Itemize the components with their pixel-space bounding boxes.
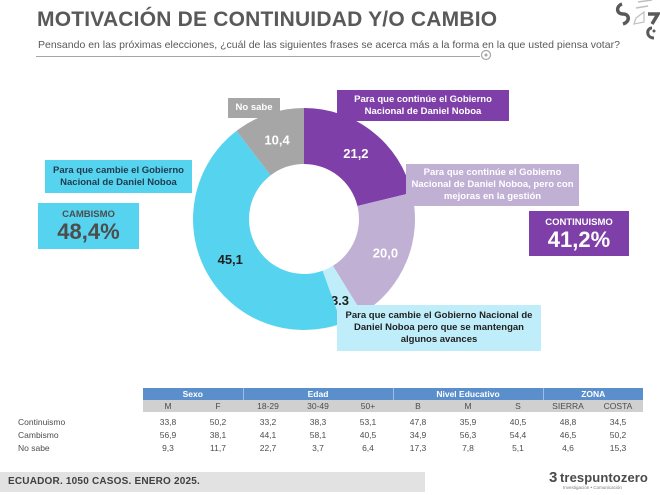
table-cell: 35,9 (459, 416, 477, 427)
table-column-header: B (393, 400, 443, 412)
continuismo-summary: CONTINUISMO 41,2% (529, 211, 629, 256)
table-column-header: M (143, 400, 193, 412)
table-cell: 54,4 (509, 429, 527, 440)
slice-value-label: 21,2 (343, 146, 368, 161)
crosstab-table: Sexo Edad Nivel Educativo ZONA M F 18-29 30-49 5… (0, 388, 643, 454)
tres-puntos-zero-emblem-icon (615, 0, 660, 40)
table-column-header: COSTA (593, 400, 643, 412)
question-subtitle: Pensando en las próximas elecciones, ¿cu… (38, 39, 620, 51)
table-cell: 58,1 (309, 429, 327, 440)
table-cell: 56,3 (459, 429, 477, 440)
cambismo-value: 48,4% (57, 219, 120, 244)
table-cell: 56,9 (159, 429, 177, 440)
swirl-icon (480, 49, 492, 61)
continuismo-value: 41,2% (547, 227, 611, 252)
table-column-header: 30-49 (293, 400, 343, 412)
table-column-header: M (443, 400, 493, 412)
table-corner (0, 388, 143, 400)
table-cell: 11,7 (210, 442, 226, 453)
table-column-header: F (193, 400, 243, 412)
legend-label-continue: Para que continúe el Gobierno Nacional d… (337, 90, 509, 121)
table-row: Continuismo 33,8 50,2 33,2 38,3 53,1 47,8 35,9 4… (0, 415, 643, 428)
table-cell: 17,3 (409, 442, 427, 453)
table-cell: 38,1 (209, 429, 227, 440)
table-cell: 7,8 (462, 442, 474, 453)
table-cell: 40,5 (359, 429, 377, 440)
table-column-header: 50+ (343, 400, 393, 412)
table-cell: 50,2 (209, 416, 227, 427)
table-corner (0, 400, 143, 412)
table-column-header: SIERRA (543, 400, 593, 412)
slice-value-label: 45,1 (218, 252, 243, 267)
table-row: Cambismo 56,9 38,1 44,1 58,1 40,5 34,9 56,3 54,4… (0, 428, 643, 441)
table-cell: 46,5 (559, 429, 577, 440)
table-column-header-row: M F 18-29 30-49 50+ B M S SIERRA COSTA (0, 400, 643, 412)
legend-label-change: Para que cambie el Gobierno Nacional de … (45, 160, 192, 193)
table-cell: 40,5 (509, 416, 527, 427)
table-column-header: S (493, 400, 543, 412)
slice-value-label: 20,0 (373, 245, 398, 260)
table-group-header-row: Sexo Edad Nivel Educativo ZONA (0, 388, 643, 400)
table-cell: 33,2 (259, 416, 277, 427)
continuismo-title: CONTINUISMO (545, 217, 613, 228)
table-group-header: Sexo (143, 388, 243, 400)
table-cell: 3,7 (312, 442, 324, 453)
table-cell: 6,4 (362, 442, 374, 453)
slice-value-label: 3,3 (331, 293, 349, 308)
table-row-label: Continuismo (18, 416, 66, 427)
table-row: No sabe 9,3 11,7 22,7 3,7 6,4 17,3 7,8 5,1 4,6 15,… (0, 441, 643, 454)
legend-label-change-keep: Para que cambie el Gobierno Nacional de … (337, 305, 541, 351)
legend-label-continue-improve: Para que continúe el Gobierno Nacional d… (406, 164, 579, 206)
brand-tagline: Investigación • Comunicación (563, 485, 622, 490)
table-cell: 22,7 (259, 442, 277, 453)
brand-name: trespuntozero (560, 470, 648, 485)
donut-slice-no_sabe (236, 108, 304, 176)
donut-slice-continue_improve (332, 192, 416, 314)
slice-value-label: 10,4 (264, 132, 290, 147)
table-cell: 50,2 (609, 429, 627, 440)
table-cell: 33,8 (159, 416, 177, 427)
table-cell: 34,5 (609, 416, 627, 427)
table-cell: 9,3 (162, 442, 174, 453)
legend-label-no-sabe: No sabe (228, 98, 280, 118)
table-cell: 53,1 (359, 416, 377, 427)
table-cell: 38,3 (309, 416, 327, 427)
table-cell: 4,6 (562, 442, 574, 453)
table-cell: 48,8 (559, 416, 577, 427)
header-divider (36, 56, 480, 57)
donut-slice-change (192, 130, 342, 331)
table-row-label: No sabe (18, 442, 50, 453)
footer-bar (0, 472, 425, 492)
table-cell: 44,1 (259, 429, 277, 440)
cambismo-summary: CAMBISMO 48,4% (38, 203, 139, 249)
table-cell: 34,9 (409, 429, 427, 440)
table-row-label: Cambismo (18, 429, 59, 440)
donut-slice-continue (304, 108, 412, 206)
brand-mark-icon: 3 (549, 469, 558, 486)
page-title: MOTIVACIÓN DE CONTINUIDAD Y/O CAMBIO (37, 8, 498, 31)
table-cell: 5,1 (512, 442, 524, 453)
cambismo-title: CAMBISMO (62, 209, 115, 220)
table-group-header: ZONA (542, 388, 643, 400)
table-group-header: Nivel Educativo (392, 388, 543, 400)
sample-note: ECUADOR. 1050 CASOS. ENERO 2025. (8, 476, 201, 487)
table-cell: 15,3 (609, 442, 627, 453)
table-column-header: 18-29 (243, 400, 293, 412)
table-group-header: Edad (242, 388, 393, 400)
table-cell: 47,8 (409, 416, 427, 427)
